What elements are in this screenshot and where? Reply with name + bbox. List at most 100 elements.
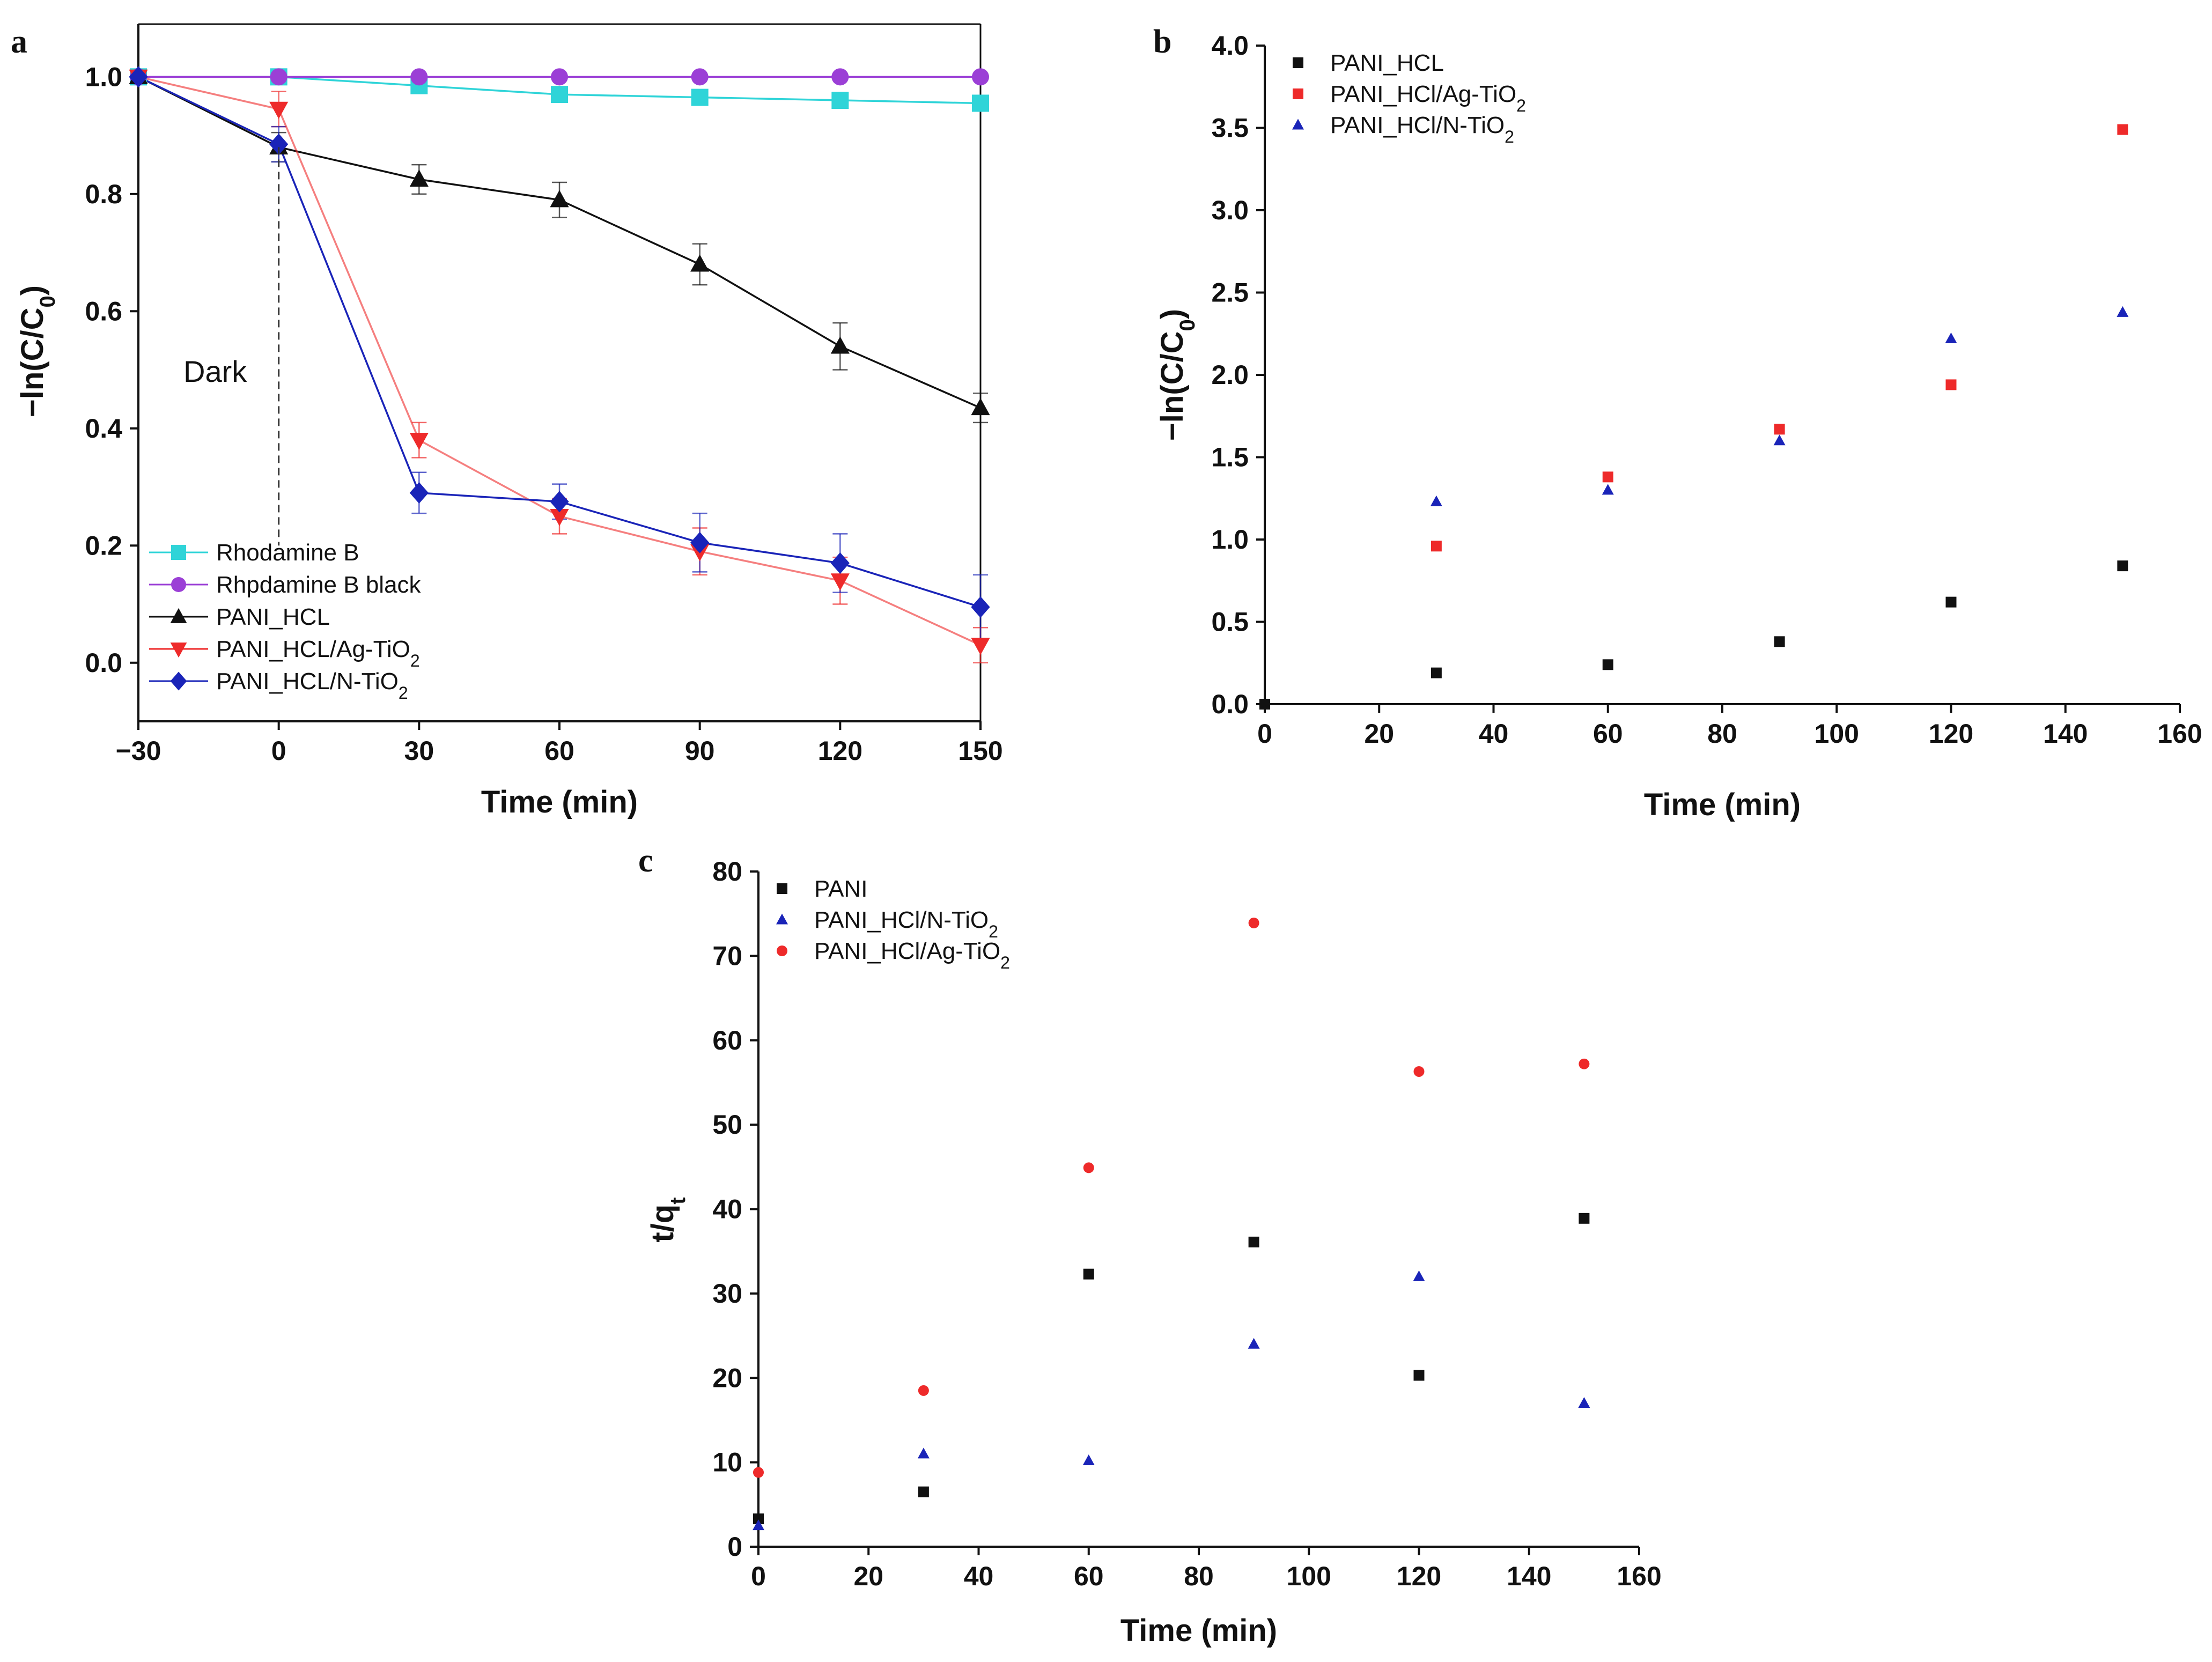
legend-label-subscript: 2 bbox=[399, 683, 408, 703]
x-tick-label: 20 bbox=[853, 1561, 883, 1591]
y-tick-label: 40 bbox=[712, 1194, 742, 1224]
y-tick-label: 1.5 bbox=[1211, 442, 1249, 472]
data-point-pani-hcl-n-tio2 bbox=[1248, 1338, 1260, 1349]
legend-marker-pani-hcl-n-tio2 bbox=[170, 671, 187, 691]
data-point-pani-hcl-n-tio2 bbox=[1773, 434, 1786, 446]
data-point-pani-hcl-n-tio2 bbox=[690, 531, 710, 553]
data-point-rhodamine-b bbox=[972, 94, 989, 112]
y-tick-label: 3.0 bbox=[1211, 195, 1249, 225]
panel-a-ylabel-sub: 0 bbox=[36, 296, 60, 307]
data-point-pani bbox=[918, 1486, 929, 1497]
data-point-pani-hcl-ag-tio2 bbox=[918, 1385, 929, 1396]
legend-label-main: PANI_HCL/N-TiO bbox=[216, 668, 399, 695]
data-point-pani-hcl bbox=[1602, 659, 1613, 670]
legend-marker-rhpdamine-b-black bbox=[171, 577, 186, 592]
panel-b-y-axis-title: −ln(C/C0) bbox=[1155, 309, 1199, 441]
data-point-pani-hcl-ag-tio2 bbox=[830, 573, 850, 591]
data-point-pani-hcl-n-tio2 bbox=[409, 482, 429, 504]
x-tick-label: 0 bbox=[271, 736, 286, 766]
data-point-pani-hcl bbox=[830, 336, 850, 354]
y-tick-label: 0.8 bbox=[85, 179, 122, 209]
legend-marker-pani-hcl-n-tio2 bbox=[1292, 119, 1304, 130]
legend-label-main: PANI_HCL bbox=[1330, 50, 1444, 76]
legend-marker-pani-hcl-ag-tio2 bbox=[1293, 88, 1303, 99]
legend-label-subscript: 2 bbox=[1505, 127, 1514, 146]
y-tick-label: 0.0 bbox=[1211, 689, 1249, 719]
data-point-pani bbox=[1579, 1213, 1590, 1224]
data-point-pani-hcl-n-tio2 bbox=[1945, 332, 1957, 343]
legend-label-main: PANI bbox=[814, 876, 867, 902]
x-tick-label: 100 bbox=[1815, 719, 1859, 749]
y-tick-label: 1.0 bbox=[85, 62, 122, 92]
data-point-pani-hcl bbox=[550, 190, 569, 208]
legend-label-pani-hcl-n-tio2: PANI_HCl/N-TiO2 bbox=[1330, 112, 1514, 146]
x-tick-label: 140 bbox=[2043, 719, 2088, 749]
data-point-pani-hcl-n-tio2 bbox=[1413, 1270, 1425, 1281]
legend-marker-pani-hcl bbox=[1293, 57, 1303, 68]
x-tick-label: 100 bbox=[1287, 1561, 1331, 1591]
y-tick-label: 0.4 bbox=[85, 413, 122, 444]
legend-label-pani-hcl-ag-tio2: PANI_HCl/Ag-TiO2 bbox=[814, 938, 1010, 972]
legend-label-pani: PANI bbox=[814, 876, 867, 902]
data-point-pani-hcl bbox=[690, 254, 710, 272]
panel-c-y-axis-title: t/qt bbox=[645, 1197, 690, 1242]
x-tick-label: −30 bbox=[116, 736, 161, 766]
y-tick-label: 2.0 bbox=[1211, 360, 1249, 390]
x-tick-label: 0 bbox=[751, 1561, 766, 1591]
legend-label-main: Rhpdamine B black bbox=[216, 572, 422, 598]
legend-label-subscript: 2 bbox=[1000, 953, 1010, 972]
y-tick-label: 70 bbox=[712, 941, 742, 971]
legend-label-pani-hcl-n-tio2: PANI_HCL/N-TiO2 bbox=[216, 668, 408, 703]
data-point-pani-hcl bbox=[1431, 667, 1442, 678]
y-tick-label: 0 bbox=[727, 1532, 742, 1562]
x-tick-label: 20 bbox=[1364, 719, 1394, 749]
data-point-pani-hcl bbox=[1774, 636, 1785, 647]
data-point-pani-hcl bbox=[2117, 560, 2128, 572]
panel-c-ylabel-sub: t bbox=[666, 1197, 690, 1204]
panel-b-chart: b 0 20 40 60 80 100 120 140 1600.00.51.01.52.02.… bbox=[1153, 24, 2202, 822]
y-tick-label: 0.0 bbox=[85, 648, 122, 678]
data-point-pani-hcl-n-tio2 bbox=[2117, 306, 2129, 317]
panel-b-ylabel-end: ) bbox=[1155, 309, 1190, 319]
legend-label-main: PANI_HCl/N-TiO bbox=[1330, 112, 1505, 138]
data-point-pani-hcl-n-tio2 bbox=[830, 552, 850, 574]
data-point-pani-hcl-ag-tio2 bbox=[409, 433, 429, 450]
data-point-rhodamine-b bbox=[831, 92, 849, 109]
data-point-pani-hcl-n-tio2 bbox=[971, 596, 990, 618]
data-point-pani-hcl bbox=[971, 398, 990, 416]
data-point-pani-hcl-ag-tio2 bbox=[1602, 471, 1613, 483]
data-point-rhpdamine-b-black bbox=[972, 68, 989, 86]
y-tick-label: 20 bbox=[712, 1363, 742, 1393]
y-tick-label: 3.5 bbox=[1211, 113, 1249, 143]
x-tick-label: 90 bbox=[685, 736, 715, 766]
x-tick-label: 160 bbox=[1617, 1561, 1661, 1591]
y-tick-label: 30 bbox=[712, 1279, 742, 1309]
y-tick-label: 60 bbox=[712, 1025, 742, 1055]
data-point-pani-hcl-n-tio2 bbox=[1602, 484, 1614, 495]
x-tick-label: 80 bbox=[1184, 1561, 1214, 1591]
data-point-pani bbox=[1248, 1236, 1259, 1247]
panel-b-ylabel-main: −ln(C/C bbox=[1155, 331, 1190, 441]
data-point-pani bbox=[1413, 1370, 1425, 1381]
panel-c-x-axis-title: Time (min) bbox=[1120, 1613, 1277, 1648]
legend-label-subscript: 2 bbox=[989, 922, 998, 941]
x-tick-label: 140 bbox=[1507, 1561, 1551, 1591]
legend-label-main: Rhodamine B bbox=[216, 540, 359, 566]
data-point-pani-hcl-ag-tio2 bbox=[1945, 379, 1957, 390]
y-tick-label: 2.5 bbox=[1211, 278, 1249, 308]
x-tick-label: 80 bbox=[1707, 719, 1737, 749]
legend-label-main: PANI_HCL/Ag-TiO bbox=[216, 636, 410, 662]
panel-a-legend: Rhodamine B Rhpdamine B black PANI_HCL PANI… bbox=[149, 540, 422, 703]
x-tick-label: 40 bbox=[964, 1561, 994, 1591]
legend-label-pani-hcl-n-tio2: PANI_HCl/N-TiO2 bbox=[814, 907, 998, 941]
x-tick-label: 160 bbox=[2157, 719, 2202, 749]
panel-a-y-axis-title: −ln(C/C0) bbox=[15, 285, 60, 417]
data-point-rhpdamine-b-black bbox=[410, 68, 428, 86]
x-tick-label: 60 bbox=[544, 736, 574, 766]
data-point-pani-hcl-ag-tio2 bbox=[971, 638, 990, 655]
panel-c-letter: c bbox=[638, 843, 653, 879]
legend-marker-pani bbox=[777, 883, 787, 894]
data-point-pani-hcl bbox=[409, 169, 429, 187]
